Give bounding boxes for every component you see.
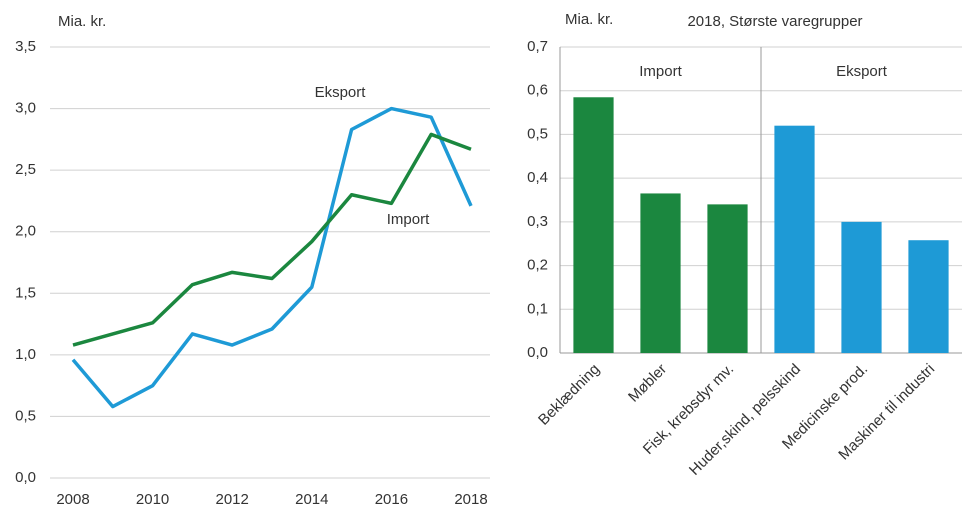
y-tick-label: 0,4 <box>527 169 548 186</box>
group-label: Eksport <box>836 63 888 80</box>
line-series <box>71 106 473 409</box>
y-tick-label: 0,6 <box>527 82 548 99</box>
y-tick-label: 0,1 <box>527 300 548 317</box>
chart-title: 2018, Største varegrupper <box>687 13 862 30</box>
y-axis-label: Mia. kr. <box>565 11 613 28</box>
x-tick-label: 2010 <box>136 491 169 508</box>
x-tick-label: 2018 <box>454 491 487 508</box>
bar <box>841 221 882 353</box>
y-tick-label: 0,5 <box>527 125 548 142</box>
y-tick-label: 0,3 <box>527 213 548 230</box>
x-tick-label: 2016 <box>375 491 408 508</box>
line-series <box>72 132 472 347</box>
y-tick-label: 2,5 <box>15 161 36 178</box>
series-label: Eksport <box>315 84 367 101</box>
y-tick-label: 3,0 <box>15 100 36 117</box>
group-label: Import <box>639 63 682 80</box>
x-tick-label: Beklædning <box>535 361 603 429</box>
x-tick-label: Huder,skind, pelsskind <box>686 361 804 479</box>
x-tick-label: 2014 <box>295 491 328 508</box>
bar <box>573 97 614 354</box>
y-tick-label: 3,5 <box>15 38 36 55</box>
y-tick-label: 0,0 <box>15 469 36 486</box>
bar <box>640 193 681 353</box>
x-tick-label: 2012 <box>216 491 249 508</box>
bar <box>774 125 815 353</box>
y-tick-label: 0,5 <box>15 407 36 424</box>
y-tick-label: 1,0 <box>15 346 36 363</box>
x-tick-label: 2008 <box>56 491 89 508</box>
y-tick-label: 0,7 <box>527 38 548 55</box>
y-tick-label: 0,0 <box>527 344 548 361</box>
series-label: Import <box>387 211 430 228</box>
y-tick-label: 2,0 <box>15 223 36 240</box>
bar <box>707 204 748 353</box>
bar <box>908 240 949 353</box>
y-axis-label: Mia. kr. <box>58 13 106 30</box>
y-tick-label: 0,2 <box>527 257 548 274</box>
y-tick-label: 1,5 <box>15 284 36 301</box>
x-tick-label: Møbler <box>625 361 670 406</box>
